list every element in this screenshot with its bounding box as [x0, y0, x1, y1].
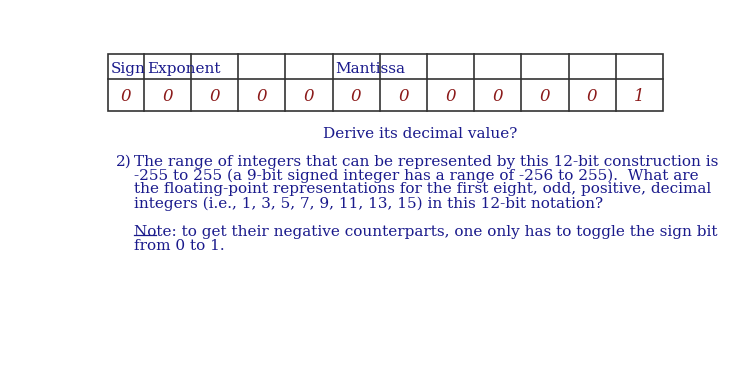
Text: 2): 2): [116, 155, 132, 169]
Text: Note: to get their negative counterparts, one only has to toggle the sign bit: Note: to get their negative counterparts…: [135, 225, 718, 239]
Text: The range of integers that can be represented by this 12-bit construction is: The range of integers that can be repres…: [135, 155, 719, 169]
Text: -255 to 255 (a 9-bit signed integer has a range of -256 to 255).  What are: -255 to 255 (a 9-bit signed integer has …: [135, 169, 699, 183]
Text: 0: 0: [257, 89, 267, 106]
Text: 0: 0: [540, 89, 550, 106]
Text: 0: 0: [398, 89, 409, 106]
Text: 0: 0: [303, 89, 314, 106]
Text: integers (i.e., 1, 3, 5, 7, 9, 11, 13, 15) in this 12-bit notation?: integers (i.e., 1, 3, 5, 7, 9, 11, 13, 1…: [135, 196, 604, 210]
Text: 0: 0: [209, 89, 220, 106]
Text: 1: 1: [634, 89, 645, 106]
Bar: [108, 55, 663, 112]
Text: 0: 0: [162, 89, 172, 106]
Text: Sign: Sign: [111, 62, 146, 76]
Text: 0: 0: [587, 89, 597, 106]
Text: 0: 0: [492, 89, 503, 106]
Text: 0: 0: [351, 89, 361, 106]
Text: Exponent: Exponent: [147, 62, 221, 76]
Text: 0: 0: [120, 89, 131, 106]
Text: from 0 to 1.: from 0 to 1.: [135, 239, 225, 253]
Text: 0: 0: [445, 89, 456, 106]
Text: Derive its decimal value?: Derive its decimal value?: [323, 127, 517, 141]
Text: the floating-point representations for the first eight, odd, positive, decimal: the floating-point representations for t…: [135, 182, 712, 196]
Text: Mantissa: Mantissa: [336, 62, 406, 76]
